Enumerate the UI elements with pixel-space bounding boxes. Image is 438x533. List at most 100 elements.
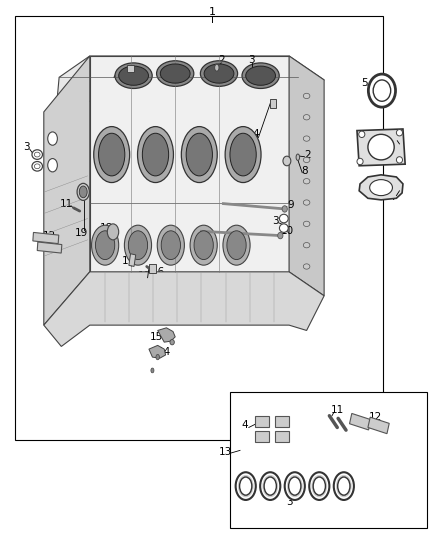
Polygon shape: [44, 56, 90, 325]
Text: 18: 18: [99, 223, 113, 232]
Ellipse shape: [246, 66, 276, 85]
Bar: [33, 232, 59, 244]
Ellipse shape: [303, 157, 310, 163]
Polygon shape: [158, 328, 175, 342]
Ellipse shape: [396, 130, 403, 136]
Ellipse shape: [279, 214, 288, 223]
Ellipse shape: [240, 477, 252, 495]
Bar: [255, 431, 269, 442]
Ellipse shape: [262, 475, 278, 497]
Ellipse shape: [303, 221, 310, 227]
Ellipse shape: [156, 354, 159, 360]
Ellipse shape: [303, 136, 310, 141]
Ellipse shape: [92, 225, 119, 265]
Ellipse shape: [32, 161, 42, 171]
Ellipse shape: [242, 63, 279, 88]
Ellipse shape: [138, 126, 173, 182]
Text: 4: 4: [241, 421, 248, 430]
Ellipse shape: [303, 243, 310, 248]
Text: 15: 15: [150, 332, 163, 342]
Text: 11: 11: [138, 271, 151, 280]
Text: 10: 10: [280, 227, 293, 236]
Ellipse shape: [303, 115, 310, 120]
Ellipse shape: [34, 164, 40, 169]
Ellipse shape: [359, 131, 365, 138]
Ellipse shape: [32, 150, 42, 159]
Ellipse shape: [190, 225, 217, 265]
Ellipse shape: [107, 224, 119, 240]
Polygon shape: [90, 56, 289, 272]
Ellipse shape: [287, 475, 303, 497]
Text: 3: 3: [286, 497, 293, 507]
Polygon shape: [357, 129, 405, 166]
Bar: [230, 392, 427, 528]
Text: 17: 17: [122, 256, 135, 266]
Bar: [127, 65, 134, 72]
Text: 3: 3: [272, 216, 279, 225]
Ellipse shape: [115, 63, 152, 88]
Ellipse shape: [151, 368, 154, 373]
Text: 5: 5: [361, 78, 368, 87]
Ellipse shape: [303, 179, 310, 184]
Ellipse shape: [260, 472, 280, 500]
Ellipse shape: [34, 152, 40, 157]
Text: 19: 19: [75, 229, 88, 238]
Text: 2: 2: [218, 55, 225, 65]
Ellipse shape: [48, 159, 57, 172]
Ellipse shape: [338, 477, 350, 495]
Ellipse shape: [396, 157, 403, 163]
Ellipse shape: [95, 231, 115, 260]
Bar: [275, 416, 289, 427]
Ellipse shape: [161, 231, 180, 260]
Ellipse shape: [94, 126, 130, 182]
Ellipse shape: [160, 64, 190, 83]
Text: 12: 12: [42, 231, 56, 241]
Ellipse shape: [119, 66, 148, 85]
Text: 3: 3: [248, 55, 255, 65]
Ellipse shape: [48, 132, 57, 146]
Ellipse shape: [283, 156, 291, 166]
Ellipse shape: [200, 61, 237, 86]
Ellipse shape: [225, 126, 261, 182]
Ellipse shape: [181, 126, 217, 182]
Polygon shape: [57, 56, 324, 101]
Ellipse shape: [334, 472, 354, 500]
Bar: [129, 254, 136, 266]
Bar: [350, 414, 371, 430]
Text: 11: 11: [60, 199, 73, 208]
Ellipse shape: [336, 475, 352, 497]
Bar: [275, 431, 289, 442]
Ellipse shape: [357, 158, 363, 165]
Text: 9: 9: [287, 200, 294, 209]
Ellipse shape: [79, 186, 87, 198]
Text: 8: 8: [301, 166, 308, 175]
Ellipse shape: [77, 183, 89, 200]
Text: 7: 7: [390, 192, 397, 202]
Polygon shape: [289, 56, 324, 296]
Bar: [15, 16, 383, 440]
Ellipse shape: [303, 93, 310, 99]
Text: 4: 4: [113, 72, 120, 82]
Ellipse shape: [223, 225, 250, 265]
Ellipse shape: [303, 200, 310, 205]
Text: 16: 16: [152, 267, 165, 277]
Ellipse shape: [236, 472, 256, 500]
Ellipse shape: [296, 154, 300, 160]
Ellipse shape: [204, 64, 234, 83]
Ellipse shape: [157, 61, 194, 86]
Text: 1: 1: [209, 7, 216, 17]
Ellipse shape: [227, 231, 246, 260]
Ellipse shape: [128, 231, 148, 260]
Bar: [270, 99, 276, 108]
Ellipse shape: [194, 231, 213, 260]
Ellipse shape: [311, 475, 327, 497]
Ellipse shape: [289, 477, 301, 495]
Ellipse shape: [373, 80, 391, 101]
Ellipse shape: [313, 477, 325, 495]
Ellipse shape: [230, 133, 256, 176]
Bar: [37, 242, 62, 253]
Text: 11: 11: [331, 406, 344, 415]
Text: 6: 6: [391, 133, 398, 143]
Text: 13: 13: [219, 447, 232, 457]
Polygon shape: [44, 272, 324, 346]
